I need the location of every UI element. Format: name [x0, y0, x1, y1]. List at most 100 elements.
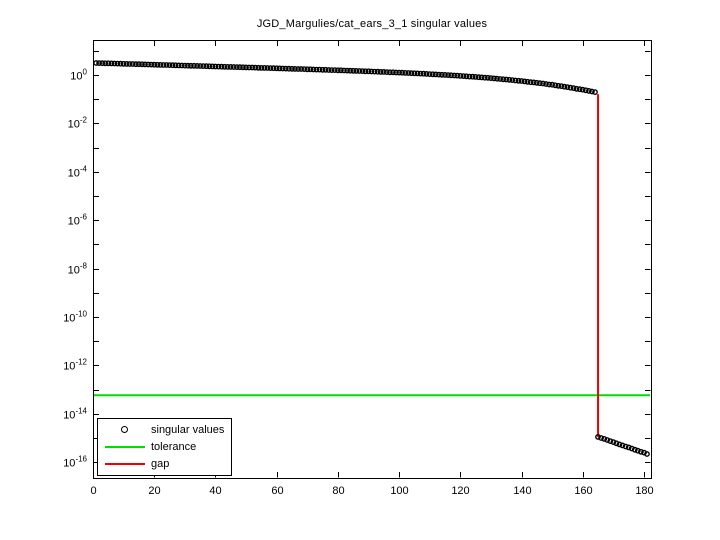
data-point: [126, 61, 133, 67]
data-point: [209, 63, 216, 70]
data-point: [255, 64, 262, 71]
data-point: [362, 68, 369, 75]
data-point: [432, 71, 439, 78]
y-tick-label: 10-4: [68, 165, 88, 180]
data-point: [142, 61, 148, 68]
data-point: [249, 64, 256, 71]
data-point: [227, 64, 234, 70]
data-point: [576, 86, 583, 93]
data-point: [206, 63, 213, 70]
data-point: [310, 66, 317, 73]
y-tick-label: 10-12: [63, 358, 87, 373]
data-point: [417, 70, 424, 77]
data-point: [203, 63, 210, 70]
data-point: [604, 437, 611, 443]
y-tick-label: 10-8: [68, 262, 88, 277]
data-point: [145, 61, 152, 68]
data-point: [546, 81, 552, 88]
data-point: [230, 64, 237, 70]
data-point: [475, 74, 482, 81]
data-point: [215, 63, 222, 70]
data-point: [295, 66, 301, 72]
data-point: [356, 68, 363, 74]
legend-entry-tolerance: tolerance: [98, 438, 231, 455]
data-point: [301, 66, 308, 73]
x-tick-label: 160: [574, 485, 592, 497]
data-point: [537, 80, 543, 87]
data-point: [411, 70, 418, 77]
data-point: [595, 433, 601, 440]
data-point: [644, 451, 650, 457]
data-point: [540, 80, 546, 87]
data-point: [123, 61, 130, 67]
data-point: [582, 87, 589, 94]
data-point: [616, 441, 623, 448]
data-point: [454, 72, 461, 79]
data-point: [448, 72, 454, 79]
data-point: [172, 62, 179, 69]
data-point: [451, 72, 458, 79]
data-point: [258, 65, 265, 71]
data-point: [319, 66, 326, 73]
data-point: [570, 85, 577, 92]
x-tick-label: 100: [390, 485, 408, 497]
y-tick-label: 10-10: [63, 310, 87, 325]
data-point: [236, 64, 243, 71]
data-point: [512, 77, 519, 84]
data-point: [151, 61, 158, 68]
data-point: [353, 68, 360, 74]
data-point: [279, 65, 286, 72]
data-point: [613, 440, 620, 447]
data-point: [371, 68, 378, 75]
data-point: [270, 65, 277, 72]
data-point: [506, 76, 513, 83]
data-point: [549, 81, 555, 88]
x-tick-label: 40: [209, 485, 221, 497]
data-point: [625, 444, 632, 451]
data-point: [494, 75, 500, 82]
data-point: [328, 67, 335, 74]
legend-box: singular values tolerance gap: [97, 418, 232, 476]
x-tick-label: 140: [513, 485, 531, 497]
data-point: [163, 62, 170, 68]
data-point: [117, 60, 124, 67]
legend-label: tolerance: [151, 440, 197, 453]
legend-label: singular values: [151, 423, 225, 436]
data-point: [111, 60, 118, 67]
data-point: [347, 67, 353, 74]
data-point: [518, 78, 525, 84]
data-point: [573, 85, 580, 92]
data-point: [634, 447, 641, 454]
data-point: [307, 66, 314, 73]
data-point: [383, 69, 390, 76]
data-point: [420, 70, 427, 77]
singular-values-series: [93, 60, 650, 457]
data-point: [497, 76, 503, 82]
tolerance-line-icon: [104, 445, 145, 448]
data-point: [552, 82, 559, 89]
data-point: [157, 62, 164, 68]
data-point: [292, 66, 298, 72]
data-point: [175, 62, 182, 69]
data-point: [96, 60, 103, 66]
legend-marker-cell: [98, 426, 151, 434]
data-point: [500, 76, 507, 83]
data-point: [316, 66, 323, 73]
data-point: [628, 445, 635, 452]
data-point: [233, 64, 240, 71]
data-point: [212, 63, 219, 70]
gap-line-icon: [104, 463, 145, 466]
data-point: [108, 60, 115, 67]
data-point: [129, 61, 136, 67]
data-point: [325, 67, 332, 73]
data-point: [334, 67, 341, 74]
data-point: [224, 64, 231, 70]
data-point: [105, 60, 112, 67]
x-tick-label: 180: [635, 485, 653, 497]
y-tick-label: 10-2: [68, 116, 88, 131]
data-point: [638, 448, 644, 455]
data-point: [148, 61, 155, 68]
data-point: [181, 62, 188, 69]
data-point: [359, 68, 366, 75]
